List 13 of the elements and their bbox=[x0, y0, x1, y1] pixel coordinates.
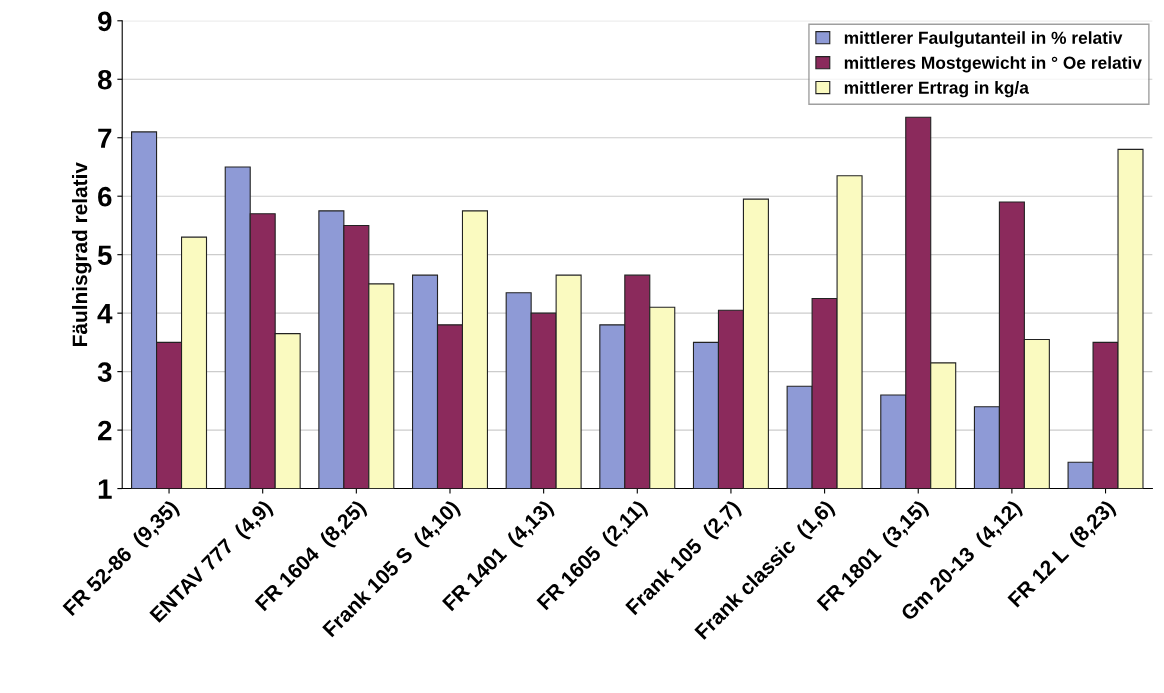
legend-label: mittlerer Faulgutanteil in % relativ bbox=[844, 31, 1123, 48]
legend-label: mittleres Mostgewicht in ° Oe relativ bbox=[844, 56, 1142, 73]
legend-label: mittlerer Ertrag in kg/a bbox=[844, 81, 1030, 98]
y-tick-label: 9 bbox=[98, 11, 112, 32]
y-axis-title: Fäulnisgrad relativ bbox=[71, 162, 92, 346]
y-tick-label: 6 bbox=[98, 186, 112, 207]
y-tick-label: 8 bbox=[97, 69, 112, 90]
y-tick-label: 1 bbox=[98, 479, 112, 499]
y-tick-label: 7 bbox=[98, 128, 112, 148]
y-tick-label: 3 bbox=[97, 362, 112, 382]
y-tick-label: 2 bbox=[98, 420, 112, 441]
y-tick-label: 4 bbox=[97, 304, 113, 324]
y-tick-label: 5 bbox=[97, 245, 112, 266]
